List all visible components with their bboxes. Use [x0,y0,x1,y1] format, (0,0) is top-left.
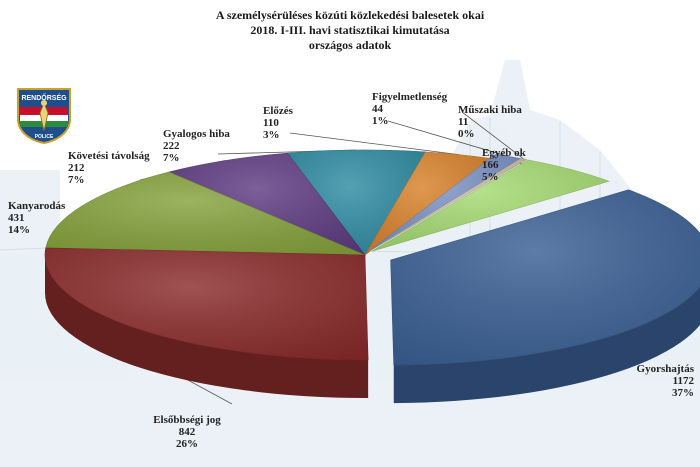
slice-label-name: Kanyarodás [8,200,66,212]
slice-label-percent: 1% [372,115,389,127]
slice-label-name: Elsőbbségi jog [153,414,221,426]
slice-label-value: 11 [458,116,469,128]
slice-label-műszaki-hiba: Műszaki hiba 11 0% [458,104,538,140]
slice-label-value: 212 [68,162,85,174]
slice-label-value: 44 [372,103,383,115]
pie-slice-gyalogos-hiba [286,149,426,256]
pie-slice-gloss [287,150,426,255]
pie-slice-side [45,255,369,398]
pie-slice-gloss [371,159,610,252]
pie-slice-gloss [365,151,492,255]
leader-line [289,132,459,156]
pie-slice-gloss [45,247,369,360]
slice-label-előzés: Előzés 110 3% [263,105,323,141]
slice-label-percent: 14% [8,224,30,236]
slice-label-name: Gyalogos hiba [163,128,230,140]
slice-label-gyorshajtás: Gyorshajtás 1172 37% [615,363,694,399]
slice-label-value: 431 [8,212,25,224]
slice-label-name: Műszaki hiba [458,104,522,116]
logo-subtext: POLICE [35,134,54,140]
pie-slice-figyelmetlenség [369,154,522,252]
slice-label-value: 166 [482,159,499,171]
slice-label-percent: 3% [263,129,280,141]
slice-label-name: Egyéb ok [482,147,526,159]
slice-label-kanyarodás: Kanyarodás 431 14% [8,200,98,236]
slice-label-követési-távolság: Követési távolság 212 7% [68,150,188,186]
slice-label-percent: 26% [176,438,198,450]
slice-label-gyalogos-hiba: Gyalogos hiba 222 7% [163,128,263,164]
pie-slice-műszaki-hiba [369,158,528,252]
pie-slice-követési-távolság [167,152,366,256]
slice-label-percent: 37% [672,387,694,399]
pie-slice-kanyarodás [45,171,366,256]
pie-slice-gloss [168,153,365,255]
slice-label-name: Gyorshajtás [636,363,694,375]
slice-label-percent: 7% [68,174,85,186]
slice-label-value: 222 [163,140,180,152]
slice-label-name: Előzés [263,105,293,117]
pie-slices [44,149,700,404]
slice-label-value: 1172 [672,375,694,387]
pie-slice-egyéb-ok [371,159,611,252]
slice-label-egyéb-ok: Egyéb ok 166 5% [482,147,552,183]
title-line-1: A személysérüléses közúti közlekedési ba… [215,8,485,22]
slice-label-value: 842 [178,426,196,438]
slice-label-percent: 0% [458,128,475,140]
slice-label-percent: 7% [163,152,180,164]
pie-slice-gloss [390,189,700,366]
title-line-3: országos adatok [308,38,392,52]
title-line-2: 2018. I-III. havi statisztikai kimutatás… [250,23,450,37]
leader-line [461,111,525,160]
pie-slice-gyorshajtás [390,189,700,404]
slice-label-figyelmetlenség: Figyelmetlenség 44 1% [372,91,472,127]
police-crest-icon: RENDŐRSÉG POLICE [17,88,71,145]
pie-slice-elsőbbségi-jog [44,247,369,398]
slice-label-elsőbbségi-jog: Elsőbbségi jog 842 26% [132,414,242,450]
slice-label-percent: 5% [482,171,499,183]
leader-line [387,120,509,157]
pie-slice-side [393,286,700,404]
slice-label-value: 110 [263,117,279,129]
slice-label-name: Követési távolság [68,150,150,162]
pie-slice-gloss [369,154,521,251]
pie-slice-gloss [369,158,527,252]
pie-slice-gloss [45,172,365,255]
slice-label-name: Figyelmetlenség [372,91,448,103]
chart-title: A személysérüléses közúti közlekedési ba… [0,8,700,53]
logo-text: RENDŐRSÉG [21,93,67,102]
